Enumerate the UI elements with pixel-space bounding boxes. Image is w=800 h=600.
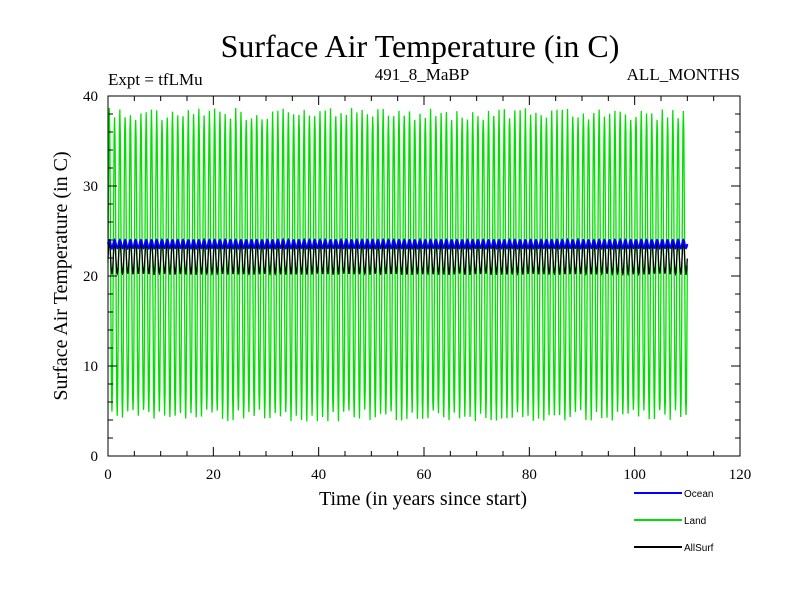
legend-label-allsurf: AllSurf [684,543,714,554]
legend: Ocean Land AllSurf [634,489,714,554]
x-tick-label: 60 [417,467,432,483]
y-tick-label: 30 [83,179,98,195]
period-label: 491_8_MaBP [375,65,469,84]
x-axis-label: Time (in years since start) [319,488,527,510]
y-tick-label: 40 [83,89,98,105]
tick-layer: 0 20 40 60 80 100 120 0 10 20 30 40 [83,89,751,483]
x-tick-label: 120 [729,467,752,483]
x-tick-label: 40 [311,467,326,483]
y-tick-label: 10 [83,359,98,375]
series-ocean-line [107,237,689,251]
y-tick-label: 20 [83,269,98,285]
legend-label-ocean: Ocean [684,489,713,500]
legend-label-land: Land [684,516,706,527]
x-tick-label: 20 [206,467,221,483]
y-tick-label: 0 [91,449,99,465]
x-tick-label: 80 [522,467,537,483]
experiment-label: Expt = tfLMu [108,70,203,89]
y-axis-label: Surface Air Temperature (in C) [50,151,72,400]
series-layer [107,107,689,422]
x-tick-label: 0 [104,467,112,483]
x-tick-label: 100 [623,467,646,483]
months-label: ALL_MONTHS [627,65,740,84]
chart-title: Surface Air Temperature (in C) [221,28,620,64]
